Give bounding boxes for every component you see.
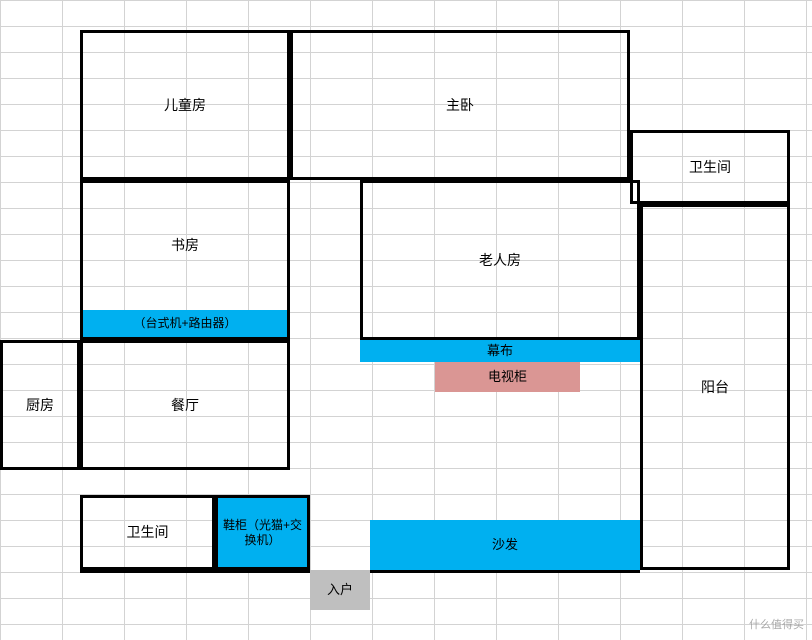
fill-screen-cloth: 幕布 — [360, 340, 640, 362]
room-label-kitchen: 厨房 — [0, 340, 80, 470]
room-label-bathroom-2: 卫生间 — [630, 130, 790, 204]
wall-segment — [370, 570, 640, 573]
room-label-dining-room: 餐厅 — [80, 340, 290, 470]
grid-row — [0, 0, 812, 1]
room-label-master-bedroom: 主卧 — [290, 30, 630, 180]
fill-entrance: 入户 — [310, 570, 370, 610]
fill-shoe-cabinet: 鞋柜（光猫+交换机） — [215, 495, 310, 570]
grid-row — [0, 26, 812, 27]
room-label-study: 书房 — [80, 180, 290, 310]
wall-segment — [80, 30, 630, 33]
wall-segment — [640, 204, 643, 570]
grid-col — [62, 0, 63, 640]
watermark: 什么值得买 — [749, 616, 804, 632]
fill-desktop-router: （台式机+路由器） — [80, 310, 290, 340]
wall-segment — [80, 570, 310, 573]
floorplan-canvas: 儿童房主卧卫生间书房老人房厨房餐厅卫生间阳台（台式机+路由器）幕布电视柜鞋柜（光… — [0, 0, 812, 640]
grid-row — [0, 624, 812, 625]
grid-col — [0, 0, 1, 640]
room-label-elder-room: 老人房 — [360, 180, 640, 340]
fill-tv-cabinet: 电视柜 — [435, 362, 580, 392]
grid-col — [806, 0, 807, 640]
grid-row — [0, 598, 812, 599]
fill-sofa: 沙发 — [370, 520, 640, 570]
room-label-bathroom-1: 卫生间 — [80, 495, 215, 570]
room-label-balcony: 阳台 — [640, 204, 790, 570]
room-label-children-room: 儿童房 — [80, 30, 290, 180]
